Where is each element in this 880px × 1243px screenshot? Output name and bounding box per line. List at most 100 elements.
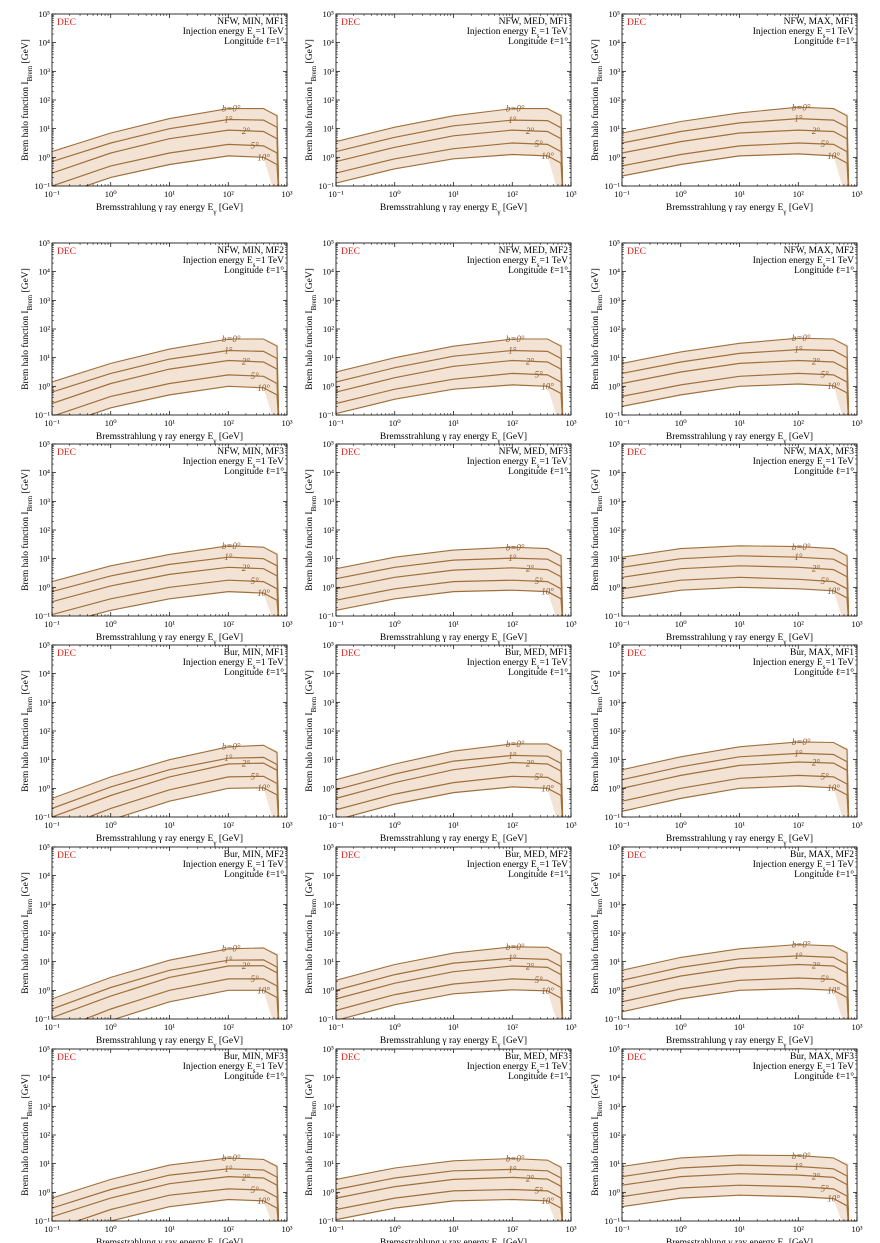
y-tick-label: 10⁰	[608, 582, 621, 592]
curve-label: 1°	[508, 1164, 517, 1174]
dec-label: DEC	[627, 851, 646, 861]
curve-label: 2°	[812, 563, 821, 573]
panel-14: b=0°1° 2°5°10° 10⁻¹ 10⁰ 10¹ 10² 10³ 10⁻¹ 10⁰ 10¹ 1…	[304, 842, 577, 1049]
curve-label: 10°	[541, 151, 554, 161]
injection-energy-label: Injection energy Es=1 TeV	[183, 658, 284, 671]
dec-label: DEC	[341, 247, 360, 257]
curve-label: 1°	[224, 753, 233, 763]
curve-label: 1°	[794, 951, 803, 961]
curve-10	[108, 1198, 279, 1221]
panel-title: Bur, MAX, MF3	[790, 1052, 854, 1062]
plot-area	[52, 108, 280, 186]
curve-label: 2°	[526, 1173, 535, 1183]
curve-label: 5°	[821, 1183, 830, 1193]
panel-11: b=0°1° 2°5°10° 10⁻¹ 10⁰ 10¹ 10² 10³ 10⁻¹ 10⁰ 10¹ 1…	[304, 640, 577, 847]
curve-2	[336, 965, 564, 1019]
x-tick-label: 10⁻¹	[44, 189, 60, 199]
longitude-label: Longitude ℓ=1°	[224, 1071, 284, 1082]
panel-1: b=0°1° 2°5°10° 10⁻¹ 10⁰ 10¹ 10² 10³ 10⁻¹ 10⁰ 10¹ 1…	[20, 9, 293, 216]
y-tick-label: 10⁴	[609, 1073, 621, 1083]
panel-4: b=0° 1° 2°5° 10° 10⁻¹ 10⁰ 10¹ 10² 10³ 10⁻¹ 10⁰ 10¹ 1…	[20, 238, 293, 445]
y-tick-label: 10³	[323, 899, 335, 909]
panel-16: b=0°1° 2°5°10° 10⁻¹ 10⁰ 10¹ 10² 10³ 10⁻¹ 10⁰ 10¹ 1…	[20, 1044, 293, 1243]
y-tick-label: 10¹	[39, 1159, 51, 1169]
curve-label: 5°	[251, 1185, 260, 1195]
x-tick-label: 10¹	[164, 1224, 176, 1234]
curve-label: 10°	[257, 783, 270, 793]
x-tick-label: 10³	[281, 619, 293, 629]
x-axis-title: Bremsstrahlung γ ray energy Eγ [GeV]	[666, 1238, 813, 1243]
x-tick-label: 10³	[851, 189, 863, 199]
curve-label: b=0°	[792, 542, 811, 552]
y-tick-label: 10¹	[39, 353, 51, 363]
y-tick-label: 10³	[609, 899, 621, 909]
y-tick-label: 10²	[323, 525, 335, 535]
x-tick-label: 10⁻¹	[614, 189, 630, 199]
y-tick-label: 10⁴	[609, 871, 621, 881]
y-tick-label: 10⁻¹	[604, 410, 620, 420]
longitude-label: Longitude ℓ=1°	[508, 265, 568, 276]
uncertainty-band	[52, 108, 280, 186]
curve-label: 2°	[242, 759, 251, 769]
curve-label: 10°	[257, 588, 270, 598]
curve-label: 1°	[508, 953, 517, 963]
y-tick-label: 10⁴	[39, 1073, 51, 1083]
x-tick-label: 10⁻¹	[328, 418, 344, 428]
longitude-label: Longitude ℓ=1°	[508, 36, 568, 47]
x-tick-label: 10⁰	[389, 418, 402, 428]
x-tick-label: 10²	[223, 1224, 235, 1234]
curve-b0	[622, 943, 850, 1019]
y-axis-title: Brem halo function IBrem [GeV]	[590, 1074, 604, 1196]
longitude-label: Longitude ℓ=1°	[508, 466, 568, 477]
y-tick-label: 10¹	[323, 1159, 335, 1169]
longitude-label: Longitude ℓ=1°	[224, 466, 284, 477]
curve-5	[336, 579, 563, 616]
panel-17: b=0°1° 2°5°10° 10⁻¹ 10⁰ 10¹ 10² 10³ 10⁻¹ 10⁰ 10¹ 1…	[304, 1044, 577, 1243]
curve-label: b=0°	[792, 333, 811, 343]
curve-label: 2°	[812, 126, 821, 136]
curve-label: 5°	[535, 370, 544, 380]
y-tick-label: 10⁻¹	[34, 1216, 50, 1226]
y-axis-title: Brem halo function IBrem [GeV]	[304, 872, 318, 994]
y-tick-label: 10²	[609, 525, 621, 535]
dec-label: DEC	[627, 18, 646, 28]
x-axis-title: Bremsstrahlung γ ray energy Eγ [GeV]	[380, 633, 527, 646]
curve-label: 5°	[535, 772, 544, 782]
curve-10	[338, 989, 563, 1019]
y-tick-label: 10²	[39, 726, 51, 736]
curve-1	[622, 117, 850, 186]
y-tick-label: 10⁴	[323, 871, 335, 881]
uncertainty-band	[336, 946, 564, 1019]
y-tick-label: 10³	[609, 697, 621, 707]
x-axis-title: Bremsstrahlung γ ray energy Eγ [GeV]	[96, 834, 243, 847]
curve-1	[52, 118, 280, 186]
curve-label: 1°	[224, 346, 233, 356]
curve-label: 2°	[812, 356, 821, 366]
injection-energy-label: Injection energy Es=1 TeV	[467, 860, 568, 873]
curve-b0	[336, 743, 564, 817]
dec-label: DEC	[627, 448, 646, 458]
y-tick-label: 10²	[323, 324, 335, 334]
y-tick-label: 10³	[609, 1101, 621, 1111]
curve-1	[52, 349, 280, 415]
x-tick-label: 10³	[565, 1022, 577, 1032]
x-tick-label: 10¹	[164, 189, 176, 199]
curve-label: 2°	[242, 563, 251, 573]
uncertainty-band	[336, 1158, 564, 1221]
curve-2	[622, 963, 850, 1019]
curve-b0	[622, 741, 850, 817]
uncertainty-band	[622, 545, 850, 616]
x-tick-label: 10¹	[448, 820, 460, 830]
curve-1	[52, 959, 280, 1019]
panel-6: b=0° 1° 2°5°10° 10⁻¹ 10⁰ 10¹ 10² 10³ 10⁻¹ 10⁰ 10¹ 1…	[590, 238, 863, 445]
y-tick-label: 10⁻¹	[318, 812, 334, 822]
y-tick-label: 10³	[323, 66, 335, 76]
y-tick-label: 10⁵	[609, 640, 621, 650]
curve-2	[52, 359, 280, 415]
x-tick-label: 10⁻¹	[44, 1022, 60, 1032]
curve-label: 10°	[541, 1196, 554, 1206]
y-tick-label: 10⁰	[322, 152, 335, 162]
y-tick-label: 10⁰	[608, 783, 621, 793]
curve-2	[336, 1176, 564, 1221]
panel-title: NFW, MIN, MF2	[217, 246, 284, 256]
